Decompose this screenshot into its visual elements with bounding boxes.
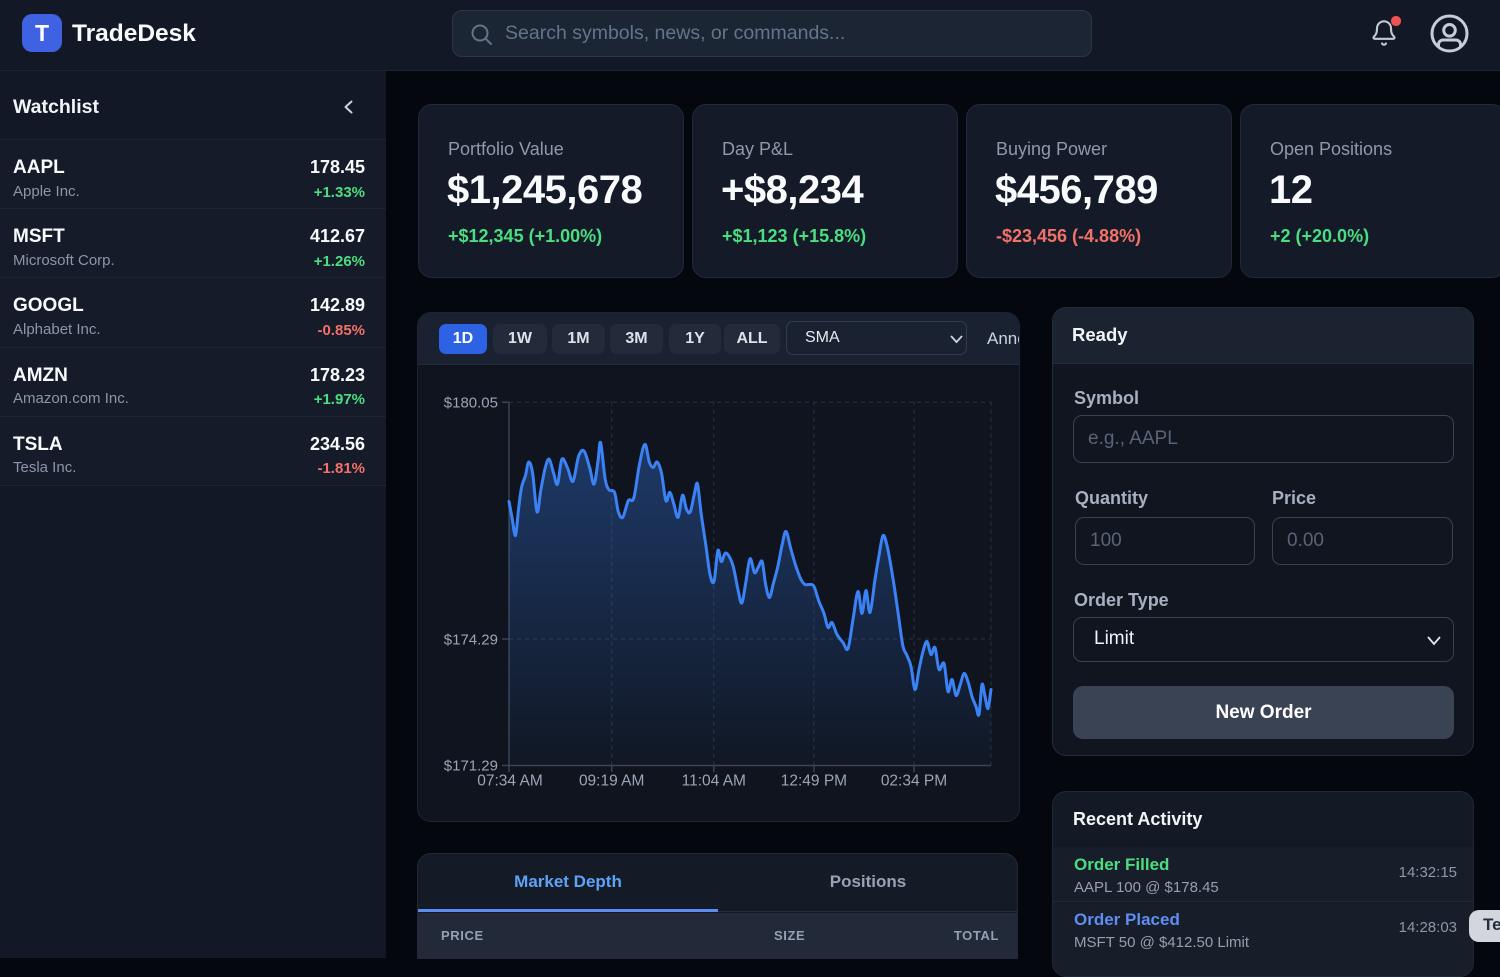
svg-text:02:34 PM: 02:34 PM (881, 772, 947, 789)
svg-text:12:49 PM: 12:49 PM (781, 772, 847, 789)
svg-text:$171.29: $171.29 (444, 757, 498, 774)
svg-text:11:04 AM: 11:04 AM (682, 772, 746, 789)
svg-text:$174.29: $174.29 (444, 631, 498, 648)
svg-text:09:19 AM: 09:19 AM (579, 772, 645, 789)
svg-text:$180.05: $180.05 (444, 394, 498, 411)
svg-text:07:34 AM: 07:34 AM (477, 772, 543, 789)
